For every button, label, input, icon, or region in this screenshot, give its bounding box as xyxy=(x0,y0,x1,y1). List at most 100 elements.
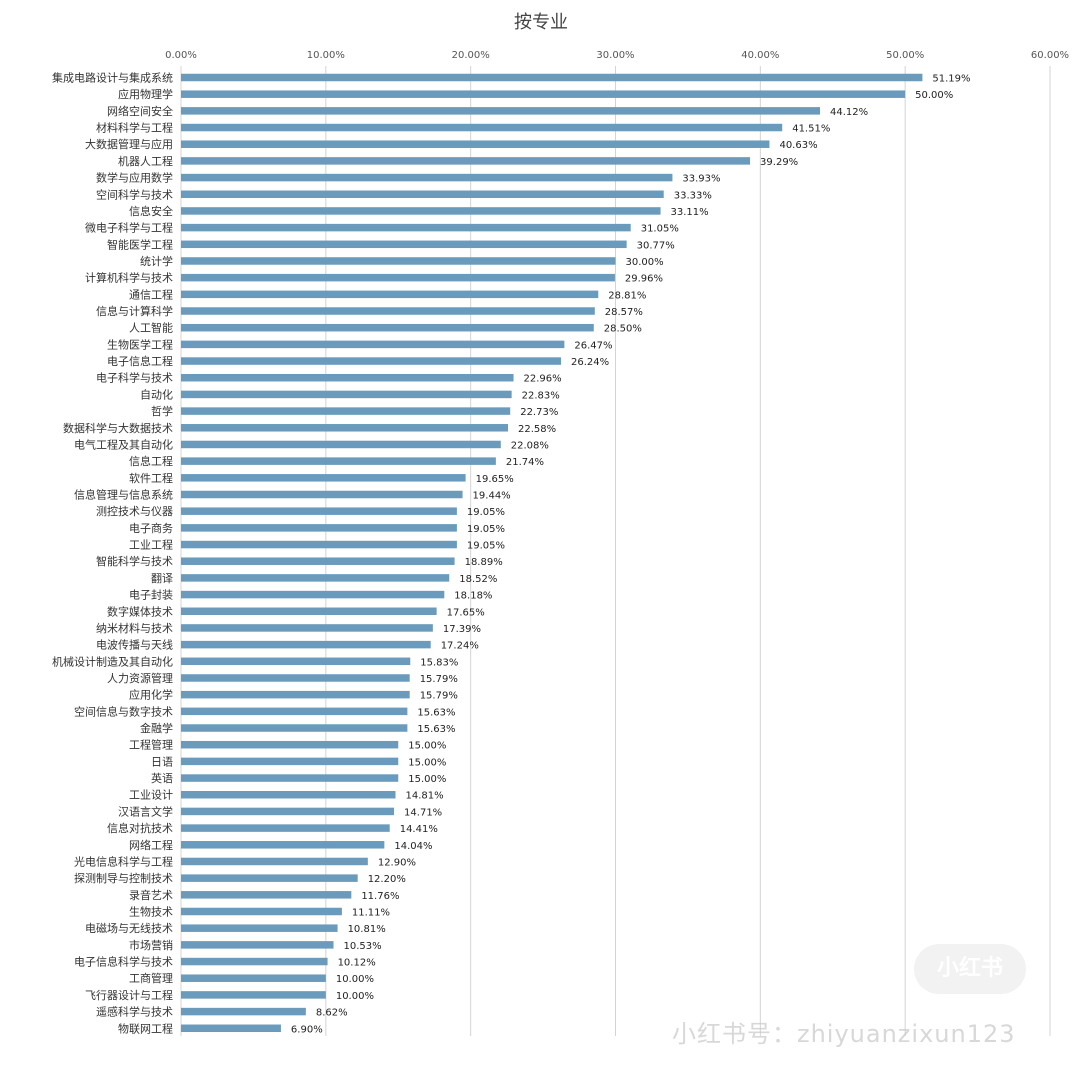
value-label: 29.96% xyxy=(625,274,663,285)
category-label: 集成电路设计与集成系统 xyxy=(52,71,173,85)
value-label: 15.00% xyxy=(408,774,446,785)
value-label: 41.51% xyxy=(792,124,830,135)
category-label: 智能科学与技术 xyxy=(96,554,173,568)
value-label: 14.41% xyxy=(400,824,438,835)
x-tick-label: 30.00% xyxy=(596,50,634,61)
bar xyxy=(181,957,328,966)
value-label: 39.29% xyxy=(760,157,798,168)
bar xyxy=(181,357,562,365)
category-label: 信息与计算科学 xyxy=(96,304,173,318)
bars xyxy=(181,73,923,1033)
value-label: 15.63% xyxy=(417,707,455,718)
bar xyxy=(181,390,512,399)
bar xyxy=(181,807,395,816)
x-tick-label: 60.00% xyxy=(1031,50,1069,61)
category-label: 信息管理与信息系统 xyxy=(74,488,173,502)
bar xyxy=(181,574,450,582)
value-label: 14.71% xyxy=(404,807,442,818)
category-label: 工业设计 xyxy=(129,789,173,802)
value-label: 22.08% xyxy=(511,440,549,451)
bar xyxy=(181,107,821,115)
bar xyxy=(181,273,615,282)
bar xyxy=(181,407,511,415)
value-label: 51.19% xyxy=(932,74,970,85)
category-label: 电子商务 xyxy=(129,521,173,535)
category-label: 生物技术 xyxy=(129,905,173,919)
category-label: 翻译 xyxy=(151,571,173,585)
value-label: 12.20% xyxy=(368,874,406,885)
bar xyxy=(181,640,431,649)
category-label: 光电信息科学与工程 xyxy=(74,854,173,868)
bar xyxy=(181,674,410,682)
bar xyxy=(181,774,399,782)
value-label: 33.93% xyxy=(682,174,720,185)
bar xyxy=(181,507,457,515)
chart-title: 按专业 xyxy=(514,12,568,33)
category-label: 电波传播与天线 xyxy=(96,638,173,652)
category-label: 工商管理 xyxy=(129,971,173,985)
category-label: 物联网工程 xyxy=(118,1021,173,1035)
value-label: 18.89% xyxy=(465,557,503,568)
category-label: 市场营销 xyxy=(129,938,173,952)
bar xyxy=(181,190,664,199)
value-label: 15.63% xyxy=(417,724,455,735)
bar xyxy=(181,173,673,182)
category-label: 遥感科学与技术 xyxy=(96,1005,173,1019)
category-label: 日语 xyxy=(151,755,173,768)
bar xyxy=(181,240,627,249)
category-label: 数字媒体技术 xyxy=(107,604,173,618)
value-label: 11.11% xyxy=(352,908,390,919)
category-label: 飞行器设计与工程 xyxy=(85,989,173,1002)
x-tick-label: 0.00% xyxy=(165,50,197,61)
category-label: 人力资源管理 xyxy=(107,671,173,685)
value-label: 44.12% xyxy=(830,107,868,118)
category-labels: 集成电路设计与集成系统应用物理学网络空间安全材料科学与工程大数据管理与应用机器人… xyxy=(52,71,173,1036)
category-label: 智能医学工程 xyxy=(107,237,173,251)
value-label: 15.00% xyxy=(408,757,446,768)
category-label: 汉语言文学 xyxy=(118,804,173,818)
bar xyxy=(181,524,457,532)
value-label: 26.47% xyxy=(574,340,612,351)
value-label: 33.33% xyxy=(674,190,712,201)
category-label: 电子封装 xyxy=(129,588,173,602)
value-label: 18.52% xyxy=(459,574,497,585)
value-label: 26.24% xyxy=(571,357,609,368)
category-label: 测控技术与仪器 xyxy=(96,504,173,518)
category-label: 电气工程及其自动化 xyxy=(74,437,173,451)
bar xyxy=(181,424,509,432)
category-label: 空间信息与数字技术 xyxy=(74,704,173,718)
category-label: 人工智能 xyxy=(129,321,173,335)
bar xyxy=(181,707,408,716)
category-label: 材料科学与工程 xyxy=(96,121,173,135)
category-label: 统计学 xyxy=(140,254,173,268)
x-axis-ticks: 0.00% 10.00% 20.00% 30.00% 40.00% 50.00% 60.00… xyxy=(165,50,1069,61)
category-label: 信息工程 xyxy=(129,454,173,468)
value-label: 12.90% xyxy=(378,857,416,868)
bar xyxy=(181,941,334,949)
bar xyxy=(181,73,923,82)
category-label: 纳米材料与技术 xyxy=(96,621,173,635)
bar xyxy=(181,824,390,832)
value-label: 19.05% xyxy=(467,541,505,552)
value-label: 22.83% xyxy=(522,390,560,401)
value-label: 15.83% xyxy=(420,657,458,668)
bar xyxy=(181,474,466,482)
value-label: 21.74% xyxy=(506,457,544,468)
bar xyxy=(181,440,501,449)
value-label: 15.79% xyxy=(420,674,458,685)
bar xyxy=(181,157,751,165)
category-label: 录音艺术 xyxy=(129,888,173,902)
value-label: 33.11% xyxy=(671,207,709,218)
value-label: 22.58% xyxy=(518,424,556,435)
category-label: 大数据管理与应用 xyxy=(85,137,173,151)
category-label: 机器人工程 xyxy=(118,154,173,168)
bar xyxy=(181,540,457,549)
category-label: 探测制导与控制技术 xyxy=(74,871,173,885)
bar xyxy=(181,624,433,632)
bar xyxy=(181,907,342,916)
watermark-account: 小红书号：zhiyuanzixun123 xyxy=(672,1020,1016,1048)
value-label: 10.53% xyxy=(344,941,382,952)
bar xyxy=(181,590,445,599)
category-label: 微电子科学与工程 xyxy=(85,221,173,235)
